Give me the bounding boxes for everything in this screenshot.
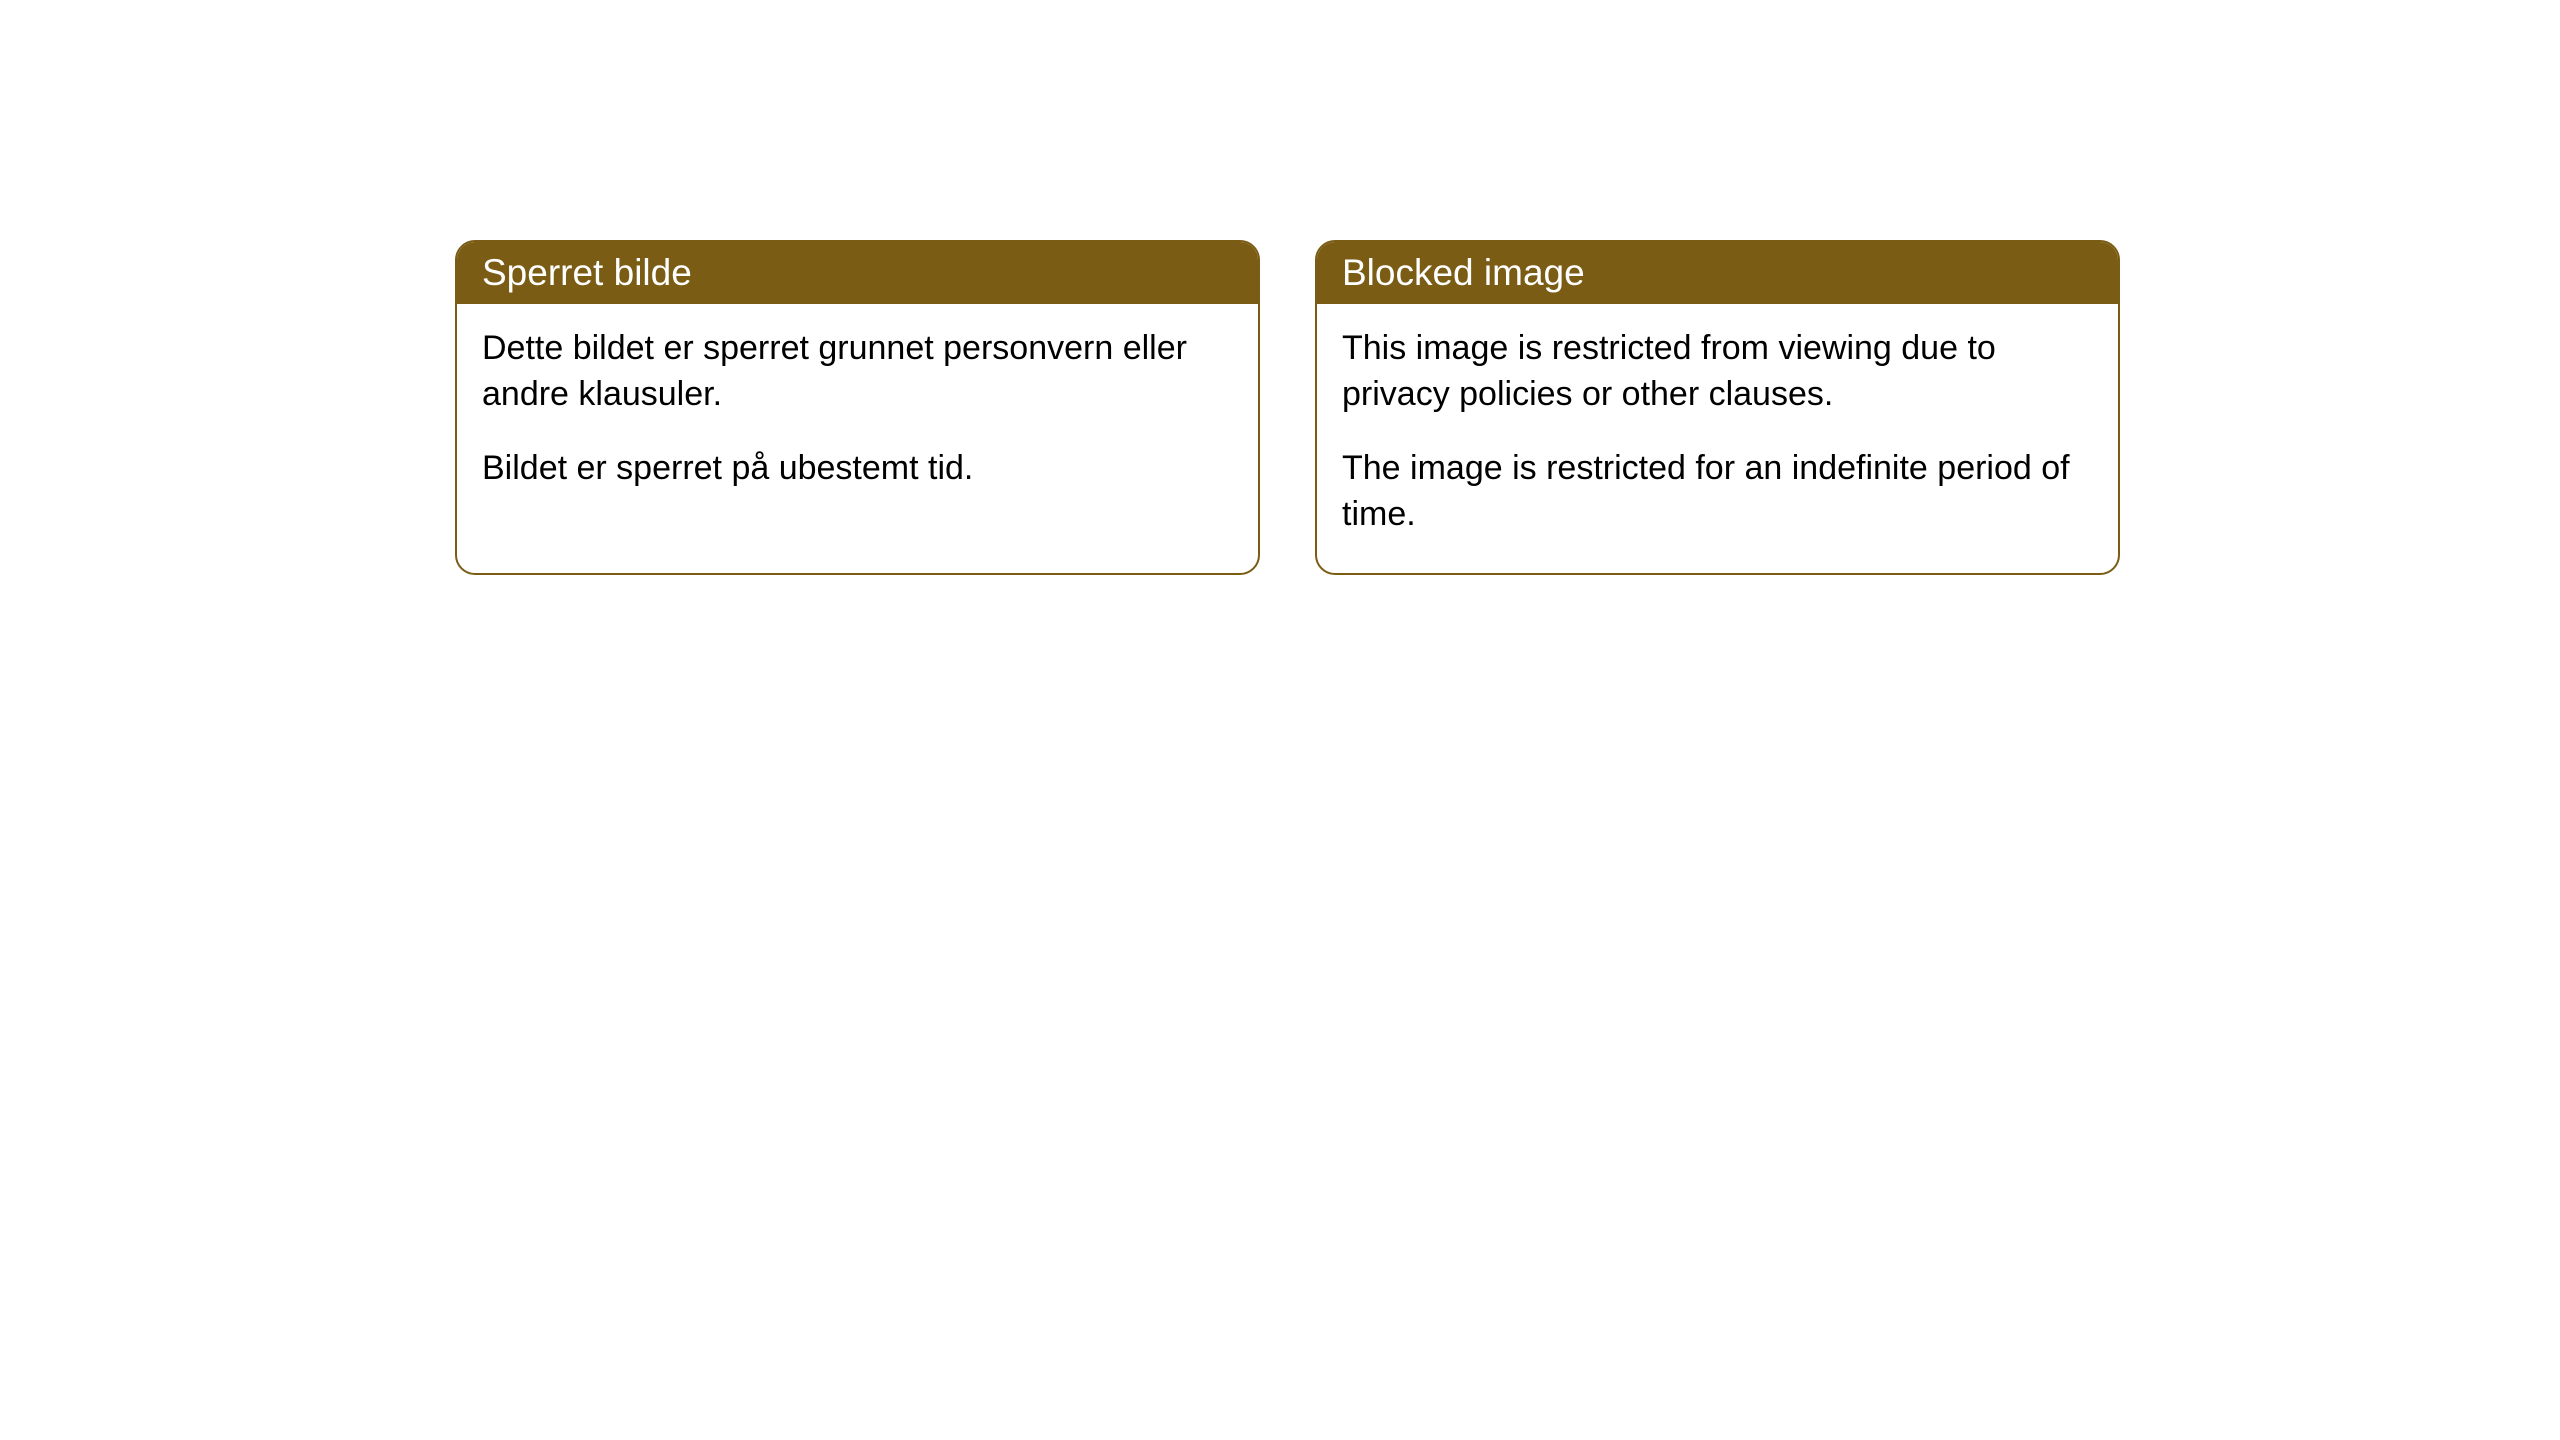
- card-body-norwegian: Dette bildet er sperret grunnet personve…: [457, 304, 1258, 527]
- notice-cards-container: Sperret bilde Dette bildet er sperret gr…: [455, 240, 2560, 575]
- card-paragraph-1: This image is restricted from viewing du…: [1342, 326, 2093, 418]
- card-title: Sperret bilde: [482, 252, 692, 293]
- card-paragraph-1: Dette bildet er sperret grunnet personve…: [482, 326, 1233, 418]
- card-header-english: Blocked image: [1317, 242, 2118, 304]
- blocked-image-card-norwegian: Sperret bilde Dette bildet er sperret gr…: [455, 240, 1260, 575]
- card-title: Blocked image: [1342, 252, 1585, 293]
- blocked-image-card-english: Blocked image This image is restricted f…: [1315, 240, 2120, 575]
- card-header-norwegian: Sperret bilde: [457, 242, 1258, 304]
- card-paragraph-2: The image is restricted for an indefinit…: [1342, 446, 2093, 538]
- card-paragraph-2: Bildet er sperret på ubestemt tid.: [482, 446, 1233, 492]
- card-body-english: This image is restricted from viewing du…: [1317, 304, 2118, 573]
